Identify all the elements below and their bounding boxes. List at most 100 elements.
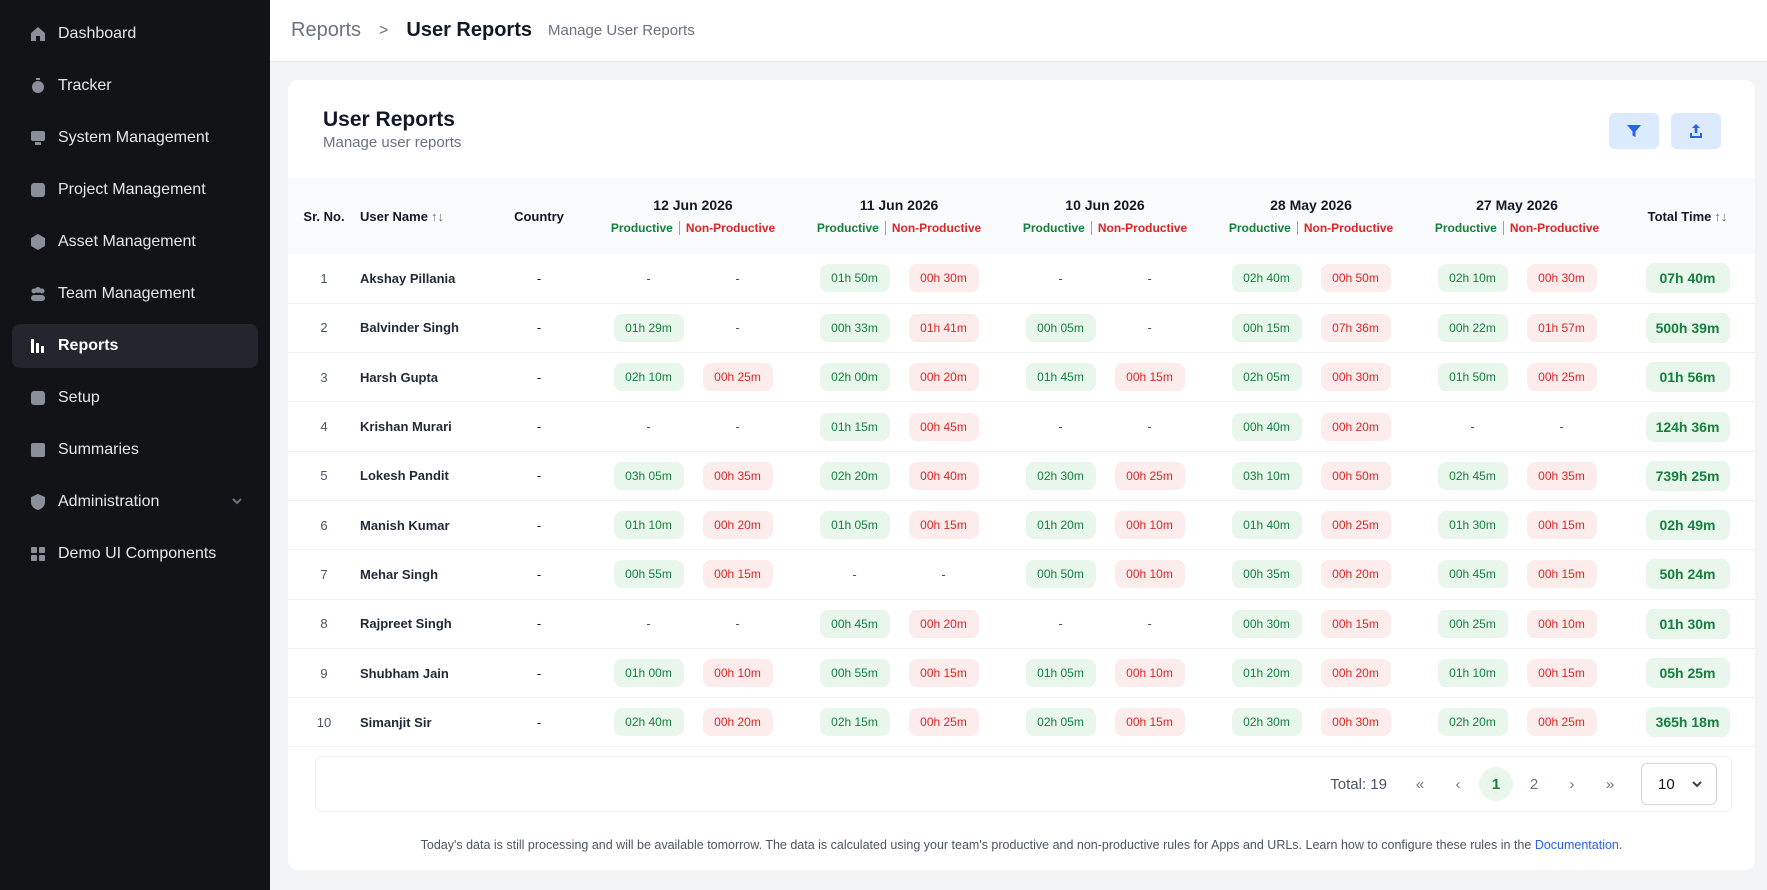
non-productive-time: 01h 41m: [908, 313, 979, 342]
user-name-cell: Balvinder Singh: [360, 320, 459, 336]
sidebar-item-demo-ui-components[interactable]: Demo UI Components: [12, 532, 258, 576]
productive-time: 02h 30m: [1231, 708, 1302, 737]
total-time-badge: 02h 49m: [1645, 510, 1730, 541]
non-productive-time: 00h 50m: [1320, 264, 1391, 293]
prev-page-button[interactable]: ‹: [1455, 775, 1461, 793]
user-name-cell: Lokesh Pandit: [360, 468, 449, 484]
last-page-button[interactable]: »: [1605, 775, 1615, 793]
export-button[interactable]: [1671, 113, 1721, 149]
day-cell: 02h 15m 00h 25m: [796, 698, 1002, 747]
page-1-button[interactable]: 1: [1479, 767, 1513, 801]
sr-no-cell: 8: [320, 616, 328, 632]
productive-time: 02h 05m: [1025, 708, 1096, 737]
per-page-value: 10: [1658, 775, 1675, 793]
sidebar-item-dashboard[interactable]: Dashboard: [12, 12, 258, 56]
sort-icon[interactable]: ↑↓: [430, 208, 444, 224]
sidebar-item-setup[interactable]: Setup: [12, 376, 258, 420]
page-2-button[interactable]: 2: [1529, 775, 1539, 793]
non-productive-time: -: [735, 320, 740, 336]
day-cell: 01h 20m 00h 20m: [1208, 648, 1414, 697]
day-cell: 02h 05m 00h 30m: [1208, 353, 1414, 402]
sr-no-cell: 2: [320, 320, 328, 336]
table-row[interactable]: 2 Balvinder Singh -01h 29m -00h 33m 01h 41m 0…: [288, 303, 1755, 353]
sidebar: Dashboard Tracker System Management Project…: [0, 0, 270, 890]
table-row[interactable]: 7 Mehar Singh -00h 55m 00h 15m - -00h 50m 00h …: [288, 550, 1755, 600]
non-productive-time: 00h 15m: [1114, 363, 1185, 392]
next-page-button[interactable]: ›: [1569, 775, 1575, 793]
col-header-date: 28 May 2026 Productive Non-Productive: [1208, 178, 1414, 254]
productive-label: Productive: [1023, 221, 1092, 235]
table-row[interactable]: 4 Krishan Murari - - -01h 15m 00h 45m - -00h 40…: [288, 402, 1755, 452]
productive-time: 02h 05m: [1231, 363, 1302, 392]
sidebar-item-team-management[interactable]: Team Management: [12, 272, 258, 316]
sort-icon[interactable]: ↑↓: [1714, 208, 1728, 224]
productive-time: 00h 55m: [819, 659, 890, 688]
day-cell: 02h 45m 00h 35m: [1414, 451, 1620, 500]
filter-button[interactable]: [1609, 113, 1659, 149]
day-cell: 03h 05m 00h 35m: [590, 451, 796, 500]
sidebar-item-project-management[interactable]: Project Management: [12, 168, 258, 212]
non-productive-time: 00h 25m: [1320, 511, 1391, 540]
breadcrumb-reports-link[interactable]: Reports: [291, 19, 362, 41]
day-cell: 01h 10m 00h 15m: [1414, 648, 1620, 697]
table-row[interactable]: 3 Harsh Gupta - 02h 10m 00h 25m 02h 00m 00h 20…: [288, 353, 1755, 402]
sidebar-item-reports[interactable]: Reports: [12, 324, 258, 368]
user-name-cell: Krishan Murari: [360, 419, 452, 435]
sidebar-item-system-management[interactable]: System Management: [12, 116, 258, 160]
sr-no-cell: 9: [320, 665, 328, 681]
total-time-badge: 500h 39m: [1645, 312, 1730, 343]
sidebar-item-label: Reports: [58, 337, 119, 354]
productive-time: 02h 10m: [613, 363, 684, 392]
non-productive-time: 00h 35m: [702, 461, 773, 490]
sidebar-item-label: Demo UI Components: [58, 545, 217, 562]
country-cell: -: [536, 566, 542, 582]
sidebar-item-asset-management[interactable]: Asset Management: [12, 220, 258, 264]
sidebar-item-label: Dashboard: [58, 25, 137, 42]
sidebar-item-summaries[interactable]: Summaries: [12, 428, 258, 472]
user-reports-table: Sr. No. User Name ↑↓ Country 12 Jun 2026 P…: [288, 178, 1755, 747]
non-productive-time: 00h 25m: [1114, 461, 1185, 490]
non-productive-time: -: [1559, 419, 1564, 435]
day-cell: 00h 25m 00h 10m: [1414, 599, 1620, 648]
non-productive-time: 01h 57m: [1526, 313, 1597, 342]
day-cell: 00h 45m 00h 20m: [796, 599, 1002, 648]
table-row[interactable]: 10 Simanjit Sir - 02h 40m 00h 20m 02h 15m 00h …: [288, 698, 1755, 747]
sidebar-item-administration[interactable]: Administration: [12, 480, 258, 524]
table-header-row: Sr. No. User Name ↑↓ Country 12 Jun 2026 P…: [288, 178, 1755, 254]
country-cell: -: [536, 320, 542, 336]
productive-time: 00h 45m: [1437, 560, 1508, 589]
non-productive-time: 00h 10m: [1114, 560, 1185, 589]
productive-label: Productive: [1229, 221, 1298, 235]
per-page-select[interactable]: 10: [1641, 763, 1717, 805]
chevron-down-icon[interactable]: [230, 494, 244, 508]
non-productive-time: -: [1147, 270, 1152, 286]
sidebar-item-tracker[interactable]: Tracker: [12, 64, 258, 108]
total-time-badge: 01h 56m: [1645, 362, 1730, 393]
sr-no-cell: 1: [320, 270, 328, 286]
non-productive-time: 00h 10m: [1526, 609, 1597, 638]
documentation-link[interactable]: Documentation: [1534, 838, 1619, 852]
col-header-user-name[interactable]: User Name ↑↓: [360, 208, 444, 224]
productive-time: 01h 10m: [613, 511, 684, 540]
day-cell: 02h 30m 00h 30m: [1208, 698, 1414, 747]
productive-time: 01h 30m: [1437, 511, 1508, 540]
non-productive-time: 00h 20m: [702, 511, 773, 540]
col-header-total-time[interactable]: Total Time ↑↓: [1647, 208, 1728, 224]
non-productive-time: -: [1147, 616, 1152, 632]
table-row[interactable]: 1 Akshay Pillania - - -01h 50m 00h 30m - -02h 4…: [288, 254, 1755, 304]
day-cell: 02h 40m 00h 20m: [590, 698, 796, 747]
date-label: 12 Jun 2026: [653, 197, 733, 213]
first-page-button[interactable]: «: [1415, 775, 1425, 793]
day-cell: 02h 20m 00h 25m: [1414, 698, 1620, 747]
table-row[interactable]: 8 Rajpreet Singh - - -00h 45m 00h 20m - -00h 30…: [288, 599, 1755, 649]
productive-time: 01h 50m: [819, 264, 890, 293]
table-row[interactable]: 9 Shubham Jain - 01h 00m 00h 10m 00h 55m 00h 1…: [288, 648, 1755, 698]
table-row[interactable]: 5 Lokesh Pandit - 03h 05m 00h 35m 02h 20m 00h …: [288, 451, 1755, 501]
total-time-cell: 07h 40m: [1620, 254, 1755, 303]
total-time-cell: 01h 56m: [1620, 353, 1755, 402]
shield-icon: [28, 492, 48, 512]
table-row[interactable]: 6 Manish Kumar - 01h 10m 00h 20m 01h 05m 00h 1…: [288, 500, 1755, 550]
total-time-badge: 124h 36m: [1645, 411, 1730, 442]
col-header-date: 27 May 2026 Productive Non-Productive: [1414, 178, 1620, 254]
day-cell: 01h 05m 00h 10m: [1002, 648, 1208, 697]
